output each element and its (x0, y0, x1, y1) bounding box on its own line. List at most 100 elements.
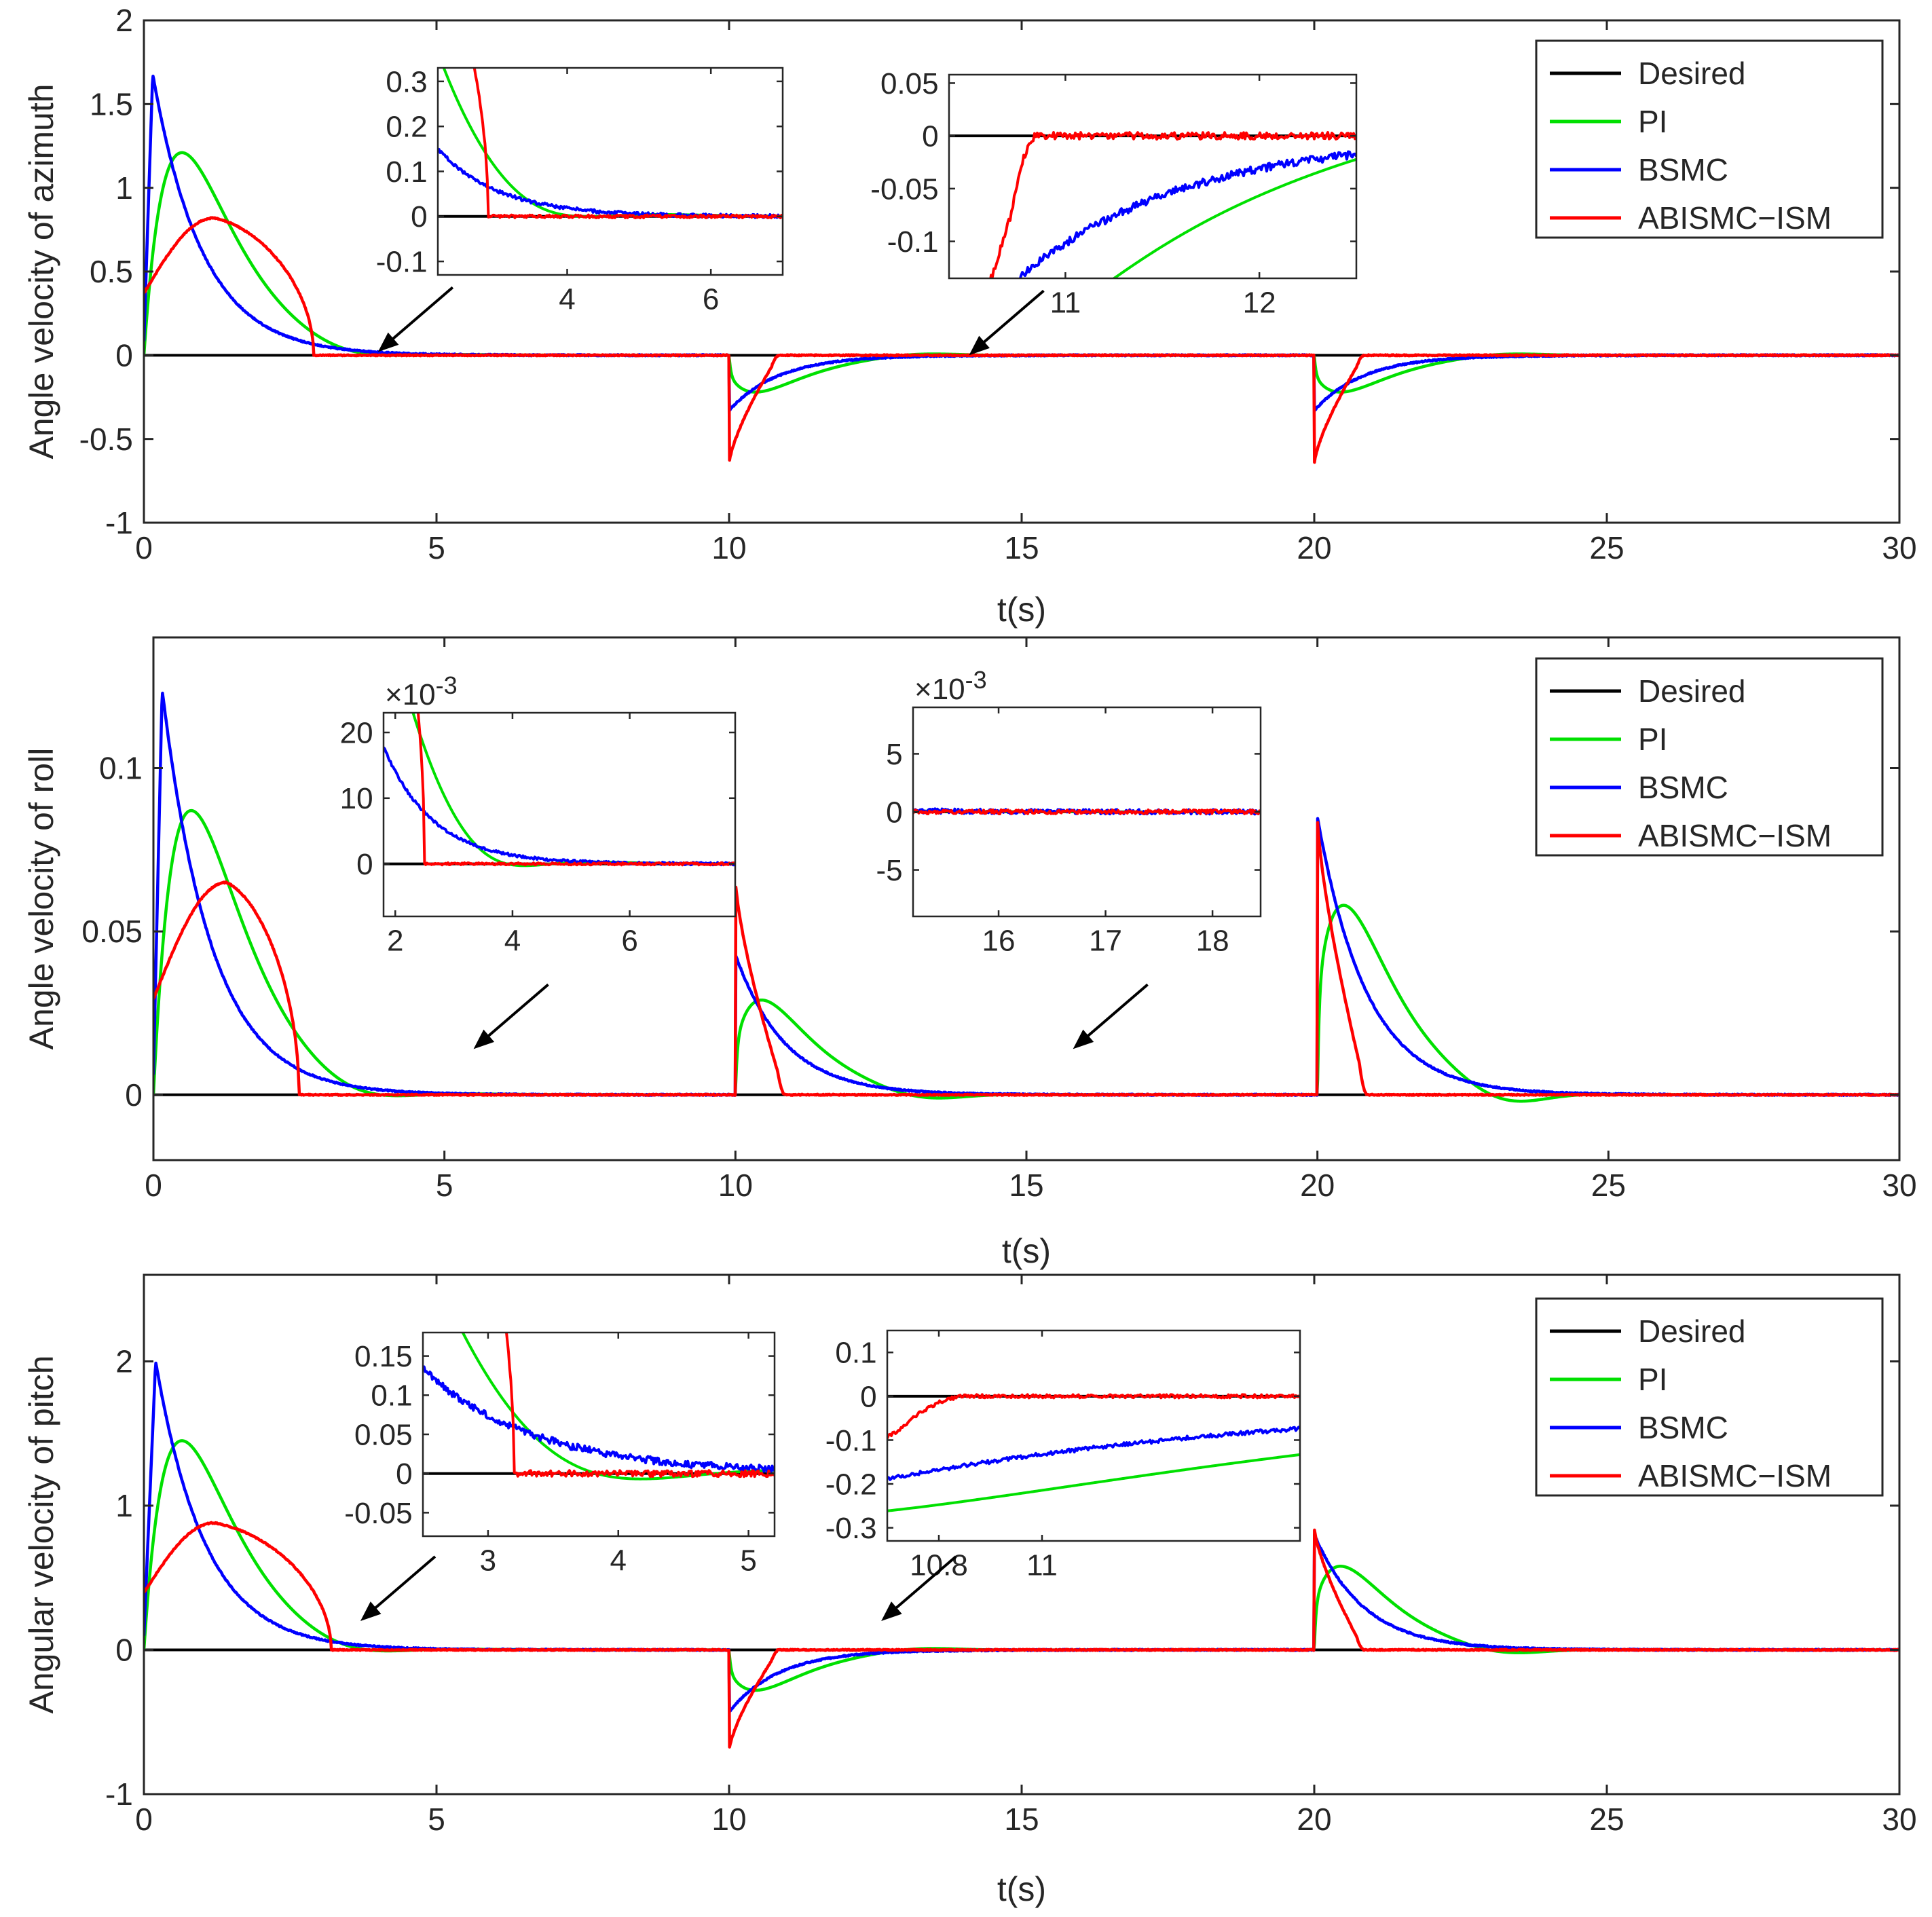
inset-ytick-label: 0.1 (386, 155, 427, 189)
main-xtick-label: 5 (428, 530, 445, 565)
inset-series-abismc-line (472, 68, 783, 219)
inset-xtick-label: 17 (1089, 925, 1122, 958)
inset-series-group (438, 68, 783, 219)
inset-xtick-label: 2 (387, 925, 403, 958)
legend-label-abismc: ABISMC−ISM (1638, 818, 1832, 853)
inset-xtick-label: 11 (1050, 286, 1081, 320)
inset-plot-area (438, 68, 783, 275)
inset-series-group (384, 713, 735, 868)
main-ytick-label: 1 (115, 170, 133, 206)
y-axis-label: Angular velocity of pitch (22, 1355, 60, 1713)
inset-ytick-label: 20 (340, 716, 373, 749)
inset-xtick-label: 4 (559, 283, 575, 316)
main-xtick-label: 10 (711, 1802, 746, 1837)
legend-label-bsmc: BSMC (1638, 1410, 1728, 1445)
main-xtick-label: 25 (1589, 1802, 1624, 1837)
inset-arrow-head (360, 1601, 382, 1621)
main-xtick-label: 15 (1004, 1802, 1039, 1837)
legend-label-desired: Desired (1638, 673, 1746, 709)
series-abismc-line (144, 216, 1899, 464)
inset-ytick-label: -0.1 (887, 225, 939, 259)
inset-axes-box (948, 73, 1358, 280)
main-series-group (144, 1361, 1899, 1749)
inset-arrow-head (969, 335, 990, 356)
inset-series-abismc-line (913, 808, 1261, 815)
inset-ytick-label: 0 (356, 848, 373, 881)
legend-label-pi: PI (1638, 1362, 1667, 1397)
inset-xtick-label: 11 (1026, 1549, 1058, 1582)
main-xtick-label: 15 (1009, 1168, 1043, 1203)
inset-ytick-label: -0.1 (825, 1424, 877, 1457)
main-xtick-label: 25 (1591, 1168, 1626, 1203)
inset-ytick-label: 0.05 (880, 67, 939, 100)
main-ytick-label: 2 (115, 1344, 133, 1379)
main-xtick-label: 0 (135, 1802, 153, 1837)
exponent-power: -3 (436, 671, 458, 699)
inset-series-group (913, 807, 1261, 816)
inset-axes-box (382, 711, 737, 918)
series-abismc-line (144, 1521, 1899, 1749)
legend-label-abismc: ABISMC−ISM (1638, 1458, 1832, 1493)
inset-plot-area (384, 713, 735, 916)
main-series-group (153, 691, 1899, 1103)
inset-ytick-label: 0.1 (371, 1379, 412, 1413)
legend-label-desired: Desired (1638, 56, 1746, 91)
exponent-power: -3 (965, 666, 987, 694)
inset-xtick-label: 18 (1196, 925, 1229, 958)
inset-0: 3 4 5 -0.05 0 0.05 0.1 0.15 (344, 1331, 776, 1621)
legend-label-pi: PI (1638, 104, 1667, 139)
inset-xtick-label: 12 (1243, 286, 1276, 320)
inset-plot-area (423, 1333, 775, 1536)
x-axis-label: t(s) (1002, 1232, 1051, 1270)
panel-azimuth: 0 5 10 15 20 25 30 -1 -0.5 0 0.5 1 1.5 2 t(s) Angle vel… (22, 3, 1917, 629)
inset-arrow-head (377, 332, 399, 352)
main-xtick-label: 15 (1004, 530, 1039, 565)
inset-arrow (975, 289, 1045, 350)
main-ytick-label: 0.05 (81, 914, 143, 949)
legend-label-pi: PI (1638, 722, 1667, 757)
main-ytick-label: -1 (105, 1776, 133, 1812)
inset-ytick-label: 0.1 (835, 1337, 876, 1370)
main-xtick-label: 0 (135, 530, 153, 565)
legend-label-bsmc: BSMC (1638, 770, 1728, 805)
main-xtick-label: 10 (718, 1168, 753, 1203)
legend-box (1535, 657, 1884, 857)
inset-ytick-label: -0.2 (825, 1468, 877, 1501)
inset-arrow-head (881, 1601, 902, 1621)
exponent-base: ×10 (385, 678, 436, 711)
main-xtick-label: 30 (1882, 1802, 1916, 1837)
inset-xtick-label: 4 (504, 925, 521, 958)
inset-ytick-label: -0.05 (870, 172, 938, 206)
main-series-group (144, 74, 1899, 464)
inset-0: 4 6 -0.1 0 0.1 0.2 0.3 (376, 65, 784, 352)
main-xtick-label: 5 (436, 1168, 453, 1203)
inset-1: 11 12 -0.1 -0.05 0 0.05 (870, 67, 1358, 356)
inset-arrow (384, 286, 454, 347)
inset-exponent-label: ×10-3 (914, 666, 987, 706)
main-xtick-label: 5 (428, 1802, 445, 1837)
main-ytick-label: 0 (115, 337, 133, 373)
inset-xtick-label: 16 (982, 925, 1016, 958)
inset-ytick-label: 10 (340, 782, 373, 815)
inset-series-abismc-line (416, 713, 735, 867)
inset-ytick-label: 0.15 (354, 1340, 413, 1373)
inset-arrow-head (473, 1029, 495, 1049)
series-abismc-line (153, 821, 1899, 1097)
legend-label-bsmc: BSMC (1638, 152, 1728, 187)
inset-series-abismc-line (504, 1333, 775, 1478)
inset-ytick-label: -5 (876, 854, 902, 887)
inset-ytick-label: 0 (411, 200, 427, 234)
legend: Desired PI BSMC ABISMC−ISM (1535, 39, 1884, 239)
inset-1: 16 17 18 -5 0 5 ×10-3 (876, 666, 1262, 1049)
inset-xtick-label: 6 (703, 283, 719, 316)
inset-xtick-label: 10.8 (910, 1549, 968, 1582)
inset-1: 10.8 11 -0.3 -0.2 -0.1 0 0.1 (825, 1329, 1301, 1621)
main-xtick-label: 10 (711, 530, 746, 565)
main-ytick-label: 2 (115, 3, 133, 38)
inset-series-bsmc-line (1014, 150, 1356, 278)
inset-axes-box (886, 1329, 1301, 1542)
inset-ytick-label: -0.05 (344, 1497, 412, 1530)
